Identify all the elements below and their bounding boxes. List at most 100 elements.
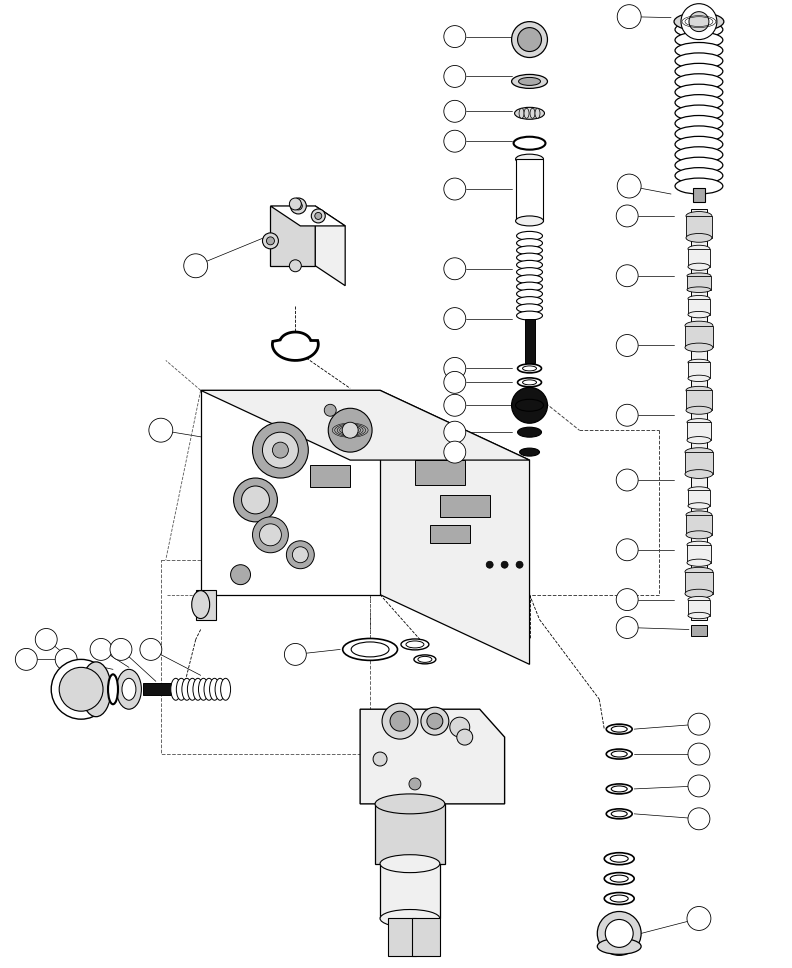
Ellipse shape: [685, 448, 713, 457]
Ellipse shape: [675, 115, 723, 132]
Ellipse shape: [687, 287, 711, 292]
Circle shape: [140, 639, 162, 660]
Ellipse shape: [516, 253, 543, 262]
Ellipse shape: [675, 167, 723, 184]
Circle shape: [289, 259, 301, 272]
Circle shape: [617, 174, 642, 198]
Circle shape: [444, 101, 466, 122]
Circle shape: [457, 729, 473, 745]
Ellipse shape: [687, 418, 711, 426]
Circle shape: [687, 906, 711, 930]
Circle shape: [234, 478, 277, 522]
Circle shape: [681, 4, 717, 40]
Circle shape: [253, 422, 308, 478]
Bar: [687, 545, 711, 562]
Circle shape: [616, 205, 638, 227]
Circle shape: [617, 5, 642, 29]
Circle shape: [444, 372, 466, 393]
Ellipse shape: [675, 136, 723, 152]
Bar: [388, 919, 416, 956]
Circle shape: [427, 713, 443, 729]
Circle shape: [616, 335, 638, 356]
Circle shape: [292, 547, 308, 562]
Ellipse shape: [688, 502, 710, 509]
Circle shape: [149, 418, 173, 442]
Circle shape: [616, 539, 638, 560]
Circle shape: [605, 920, 633, 948]
Bar: [688, 490, 710, 506]
Circle shape: [616, 405, 638, 426]
Circle shape: [253, 517, 288, 553]
Ellipse shape: [530, 108, 535, 118]
Ellipse shape: [687, 541, 711, 549]
Ellipse shape: [686, 530, 712, 539]
Ellipse shape: [611, 895, 628, 902]
Bar: [412, 919, 440, 956]
Circle shape: [266, 237, 274, 245]
Circle shape: [616, 617, 638, 639]
Polygon shape: [272, 332, 318, 360]
Circle shape: [444, 178, 466, 200]
Ellipse shape: [375, 794, 445, 814]
Ellipse shape: [380, 910, 440, 927]
Ellipse shape: [535, 108, 540, 118]
Ellipse shape: [343, 639, 398, 660]
Ellipse shape: [688, 376, 710, 381]
Ellipse shape: [192, 590, 210, 619]
Ellipse shape: [516, 216, 543, 226]
Bar: [161, 560, 370, 754]
Circle shape: [289, 198, 301, 210]
Ellipse shape: [516, 311, 543, 320]
Ellipse shape: [675, 147, 723, 163]
Ellipse shape: [611, 875, 628, 882]
Polygon shape: [200, 390, 380, 594]
Ellipse shape: [518, 427, 542, 438]
Circle shape: [328, 408, 372, 452]
Ellipse shape: [675, 126, 723, 142]
Ellipse shape: [686, 511, 712, 519]
Ellipse shape: [516, 399, 543, 411]
Circle shape: [342, 422, 358, 439]
Bar: [516, 159, 543, 221]
Circle shape: [373, 752, 387, 766]
Ellipse shape: [193, 679, 203, 700]
Circle shape: [688, 743, 710, 765]
Ellipse shape: [688, 312, 710, 318]
Circle shape: [444, 441, 466, 463]
Bar: [687, 422, 711, 440]
Bar: [686, 390, 712, 410]
Bar: [415, 460, 465, 485]
Ellipse shape: [687, 437, 711, 443]
Ellipse shape: [675, 95, 723, 110]
Ellipse shape: [518, 364, 542, 373]
Circle shape: [450, 717, 470, 737]
Ellipse shape: [516, 275, 543, 284]
Ellipse shape: [414, 655, 436, 664]
Circle shape: [272, 442, 288, 458]
Ellipse shape: [675, 157, 723, 173]
Polygon shape: [270, 206, 345, 226]
Ellipse shape: [685, 343, 713, 351]
Circle shape: [36, 628, 57, 650]
Ellipse shape: [221, 679, 230, 700]
Circle shape: [688, 713, 710, 735]
Bar: [688, 362, 710, 378]
Circle shape: [15, 649, 37, 671]
Bar: [688, 299, 710, 315]
Ellipse shape: [81, 662, 111, 716]
Bar: [430, 525, 470, 543]
Circle shape: [90, 639, 112, 660]
Circle shape: [55, 649, 77, 671]
Ellipse shape: [177, 679, 186, 700]
Ellipse shape: [606, 784, 632, 794]
Ellipse shape: [688, 295, 710, 302]
Ellipse shape: [685, 567, 713, 576]
Ellipse shape: [686, 212, 712, 221]
Bar: [688, 599, 710, 616]
Bar: [440, 495, 489, 517]
Ellipse shape: [406, 641, 424, 648]
Ellipse shape: [418, 656, 432, 662]
Ellipse shape: [688, 359, 710, 366]
Circle shape: [260, 524, 281, 546]
Ellipse shape: [515, 107, 544, 119]
